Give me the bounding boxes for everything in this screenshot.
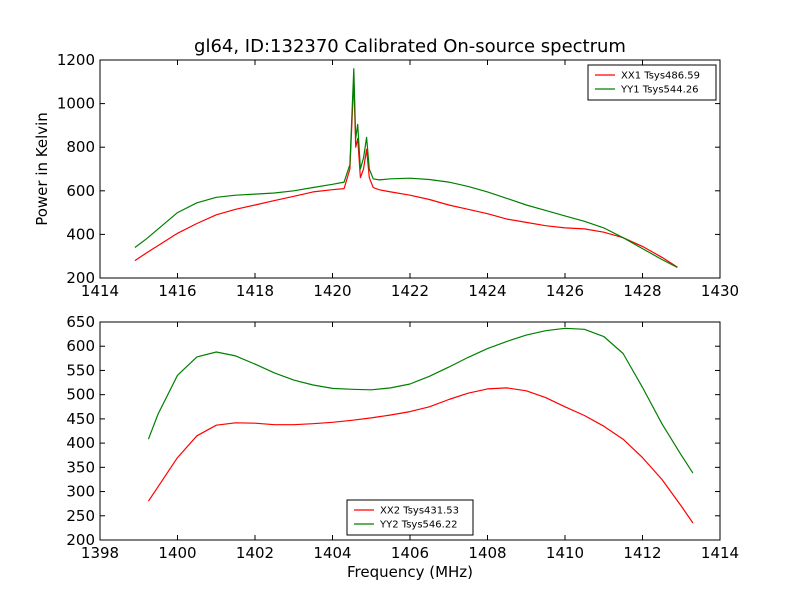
bottom-y-tick-label: 600	[66, 337, 95, 355]
top-legend: XX1 Tsys486.59 YY1 Tsys544.26	[587, 64, 717, 101]
bottom-y-tick-label: 450	[66, 410, 95, 428]
bottom-x-axis-label: Frequency (MHz)	[347, 563, 473, 581]
bottom-x-tick-label: 1398	[81, 544, 119, 562]
top-series-line-1	[134, 79, 678, 268]
bottom-y-tick-label: 250	[66, 507, 95, 525]
bottom-y-tick-label: 200	[66, 531, 95, 549]
top-y-tick-label: 1200	[57, 51, 95, 69]
bottom-series-line-1	[147, 387, 694, 524]
top-x-tick-label: 1416	[158, 282, 196, 300]
top-x-tick-label: 1420	[313, 282, 351, 300]
top-legend-entry-2: YY1 Tsys544.26	[620, 85, 699, 96]
bottom-x-tick-label: 1414	[701, 544, 739, 562]
bottom-x-tick-label: 1408	[468, 544, 506, 562]
top-y-tick-label: 200	[66, 269, 95, 287]
top-y-tick-label: 800	[66, 138, 95, 156]
bottom-x-tick-label: 1406	[391, 544, 429, 562]
bottom-y-tick-label: 350	[66, 458, 95, 476]
bottom-x-tick-label: 1404	[313, 544, 351, 562]
bottom-x-tick-label: 1402	[236, 544, 274, 562]
top-y-tick-label: 400	[66, 225, 95, 243]
bottom-x-tick-label: 1400	[158, 544, 196, 562]
chart-title: gl64, ID:132370 Calibrated On-source spe…	[194, 36, 626, 57]
top-y-tick-label: 1000	[57, 95, 95, 113]
top-chart-panel: 1414 1416 1418 1420 1422 1424 1426 1428 1430 200 4…	[57, 51, 739, 300]
top-x-tick-label: 1424	[468, 282, 506, 300]
bottom-series-line-2	[147, 327, 694, 474]
top-x-tick-label: 1418	[236, 282, 274, 300]
bottom-y-tick-label: 550	[66, 361, 95, 379]
bottom-legend: XX2 Tsys431.53 YY2 Tsys546.22	[346, 499, 474, 536]
bottom-legend-entry-2: YY2 Tsys546.22	[379, 520, 458, 531]
bottom-y-tick-label: 400	[66, 434, 95, 452]
bottom-y-tick-label: 500	[66, 386, 95, 404]
bottom-chart-panel: 1398 1400 1402 1404 1406 1408 1410 1412 1414 200 2…	[66, 313, 739, 562]
bottom-y-tick-label: 300	[66, 483, 95, 501]
top-x-tick-label: 1414	[81, 282, 119, 300]
top-x-tick-label: 1426	[546, 282, 584, 300]
top-legend-entry-1: XX1 Tsys486.59	[621, 71, 700, 82]
bottom-y-tick-label: 650	[66, 313, 95, 331]
top-x-tick-label: 1428	[623, 282, 661, 300]
top-series-line-2	[134, 68, 678, 269]
bottom-legend-box	[346, 499, 474, 536]
top-y-axis-label: Power in Kelvin	[33, 112, 51, 226]
top-y-tick-label: 600	[66, 182, 95, 200]
bottom-x-tick-label: 1412	[623, 544, 661, 562]
bottom-x-tick-label: 1410	[546, 544, 584, 562]
bottom-legend-entry-1: XX2 Tsys431.53	[380, 506, 459, 517]
top-x-tick-label: 1422	[391, 282, 429, 300]
top-legend-box	[587, 64, 717, 101]
top-x-tick-label: 1430	[701, 282, 739, 300]
